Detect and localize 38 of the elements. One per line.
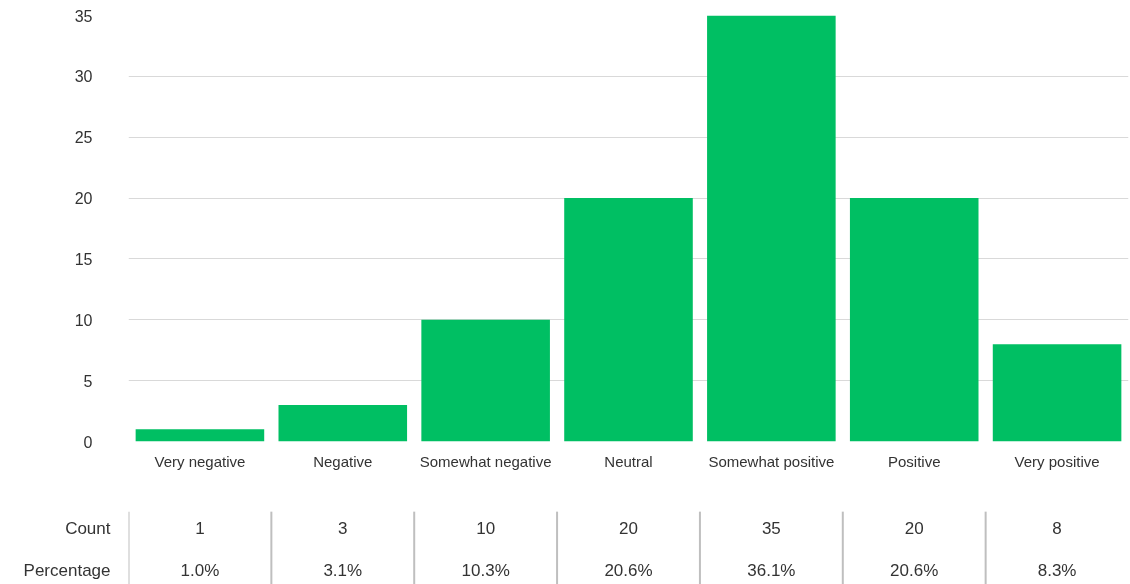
bar	[849, 198, 979, 442]
data-label: 1	[195, 519, 205, 539]
text: Count	[65, 518, 111, 538]
text: 10.3%	[461, 560, 510, 580]
y-tick-label: 35	[74, 7, 93, 25]
x-tick-label: Somewhat positive	[708, 452, 835, 470]
text: 1.0%	[180, 560, 220, 580]
text: 20.6%	[890, 560, 939, 580]
data-label: 20	[619, 519, 638, 539]
y-tick-label: 15	[74, 250, 93, 268]
x-tick-label: Somewhat negative	[419, 452, 552, 470]
y-tick-label: 10	[74, 311, 93, 329]
x-tick-label: Very negative	[154, 452, 246, 470]
bar	[992, 344, 1122, 442]
data-label: 10	[476, 519, 496, 539]
bar	[421, 319, 550, 442]
y-tick-label: 0	[83, 433, 93, 451]
data-label: 8	[1052, 519, 1062, 539]
x-tick-label: Positive	[887, 452, 941, 470]
y-tick-label: 25	[74, 129, 93, 147]
text: 36.1%	[747, 560, 796, 580]
y-tick-label: 20	[74, 190, 93, 208]
x-tick-label: Neutral	[604, 452, 653, 470]
x-tick-label: Very positive	[1014, 452, 1100, 470]
bar	[278, 404, 408, 442]
data-label: 35	[761, 519, 781, 539]
y-tick-label: 30	[74, 68, 93, 86]
text: 3.1%	[323, 560, 363, 580]
data-label: 3	[338, 519, 348, 539]
data-label: 20	[904, 519, 924, 539]
text: Percentage	[23, 560, 111, 580]
y-tick-label: 5	[83, 372, 93, 390]
bar	[707, 15, 836, 442]
x-tick-label: Negative	[313, 452, 373, 470]
text: 8.3%	[1037, 560, 1077, 580]
text: 20.6%	[604, 560, 653, 580]
bar	[564, 198, 693, 442]
bar	[135, 429, 265, 442]
